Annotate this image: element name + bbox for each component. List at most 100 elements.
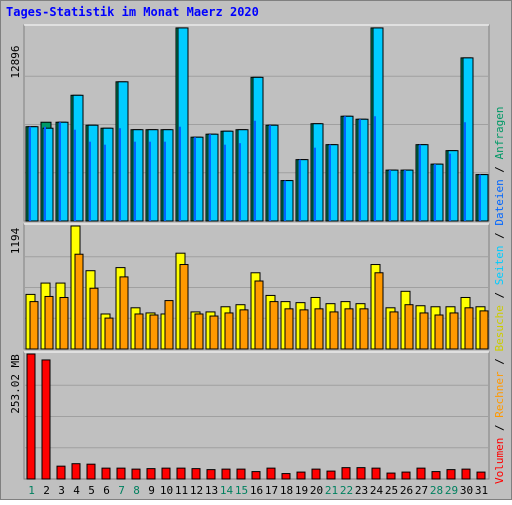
- x-tick-label: 18: [280, 484, 293, 497]
- bar-pages: [147, 129, 159, 222]
- bar-pages: [462, 57, 474, 222]
- x-tick-label: 28: [430, 484, 443, 497]
- bar-volume: [176, 467, 186, 480]
- bar-hosts: [164, 300, 174, 350]
- x-tick-label: 17: [265, 484, 278, 497]
- x-tick-label: 29: [445, 484, 458, 497]
- bar-hosts: [239, 309, 249, 350]
- bar-pages: [297, 159, 309, 222]
- bar-volume: [296, 471, 306, 480]
- legend-entry: Besuche: [493, 305, 506, 351]
- bar-pages: [237, 129, 249, 222]
- bar-hosts: [389, 311, 399, 350]
- bar-volume: [266, 467, 276, 480]
- legend-entry: Volumen: [493, 438, 506, 484]
- x-tick-label: 10: [160, 484, 173, 497]
- x-tick-label: 23: [355, 484, 368, 497]
- bar-pages: [117, 81, 129, 222]
- bar-hosts: [59, 296, 69, 350]
- bar-pages: [252, 76, 264, 222]
- bar-volume: [221, 468, 231, 480]
- x-tick-label: 1: [28, 484, 35, 497]
- bar-volume: [26, 353, 36, 480]
- bar-hosts: [224, 312, 234, 350]
- y-max-label-volume: 253.02 MB: [9, 354, 22, 414]
- legend-separator: /: [493, 418, 506, 438]
- bar-hosts: [284, 308, 294, 350]
- bar-volume: [206, 469, 216, 480]
- x-tick-label: 7: [118, 484, 125, 497]
- bar-volume: [326, 470, 336, 480]
- x-tick-label: 9: [148, 484, 155, 497]
- bar-volume: [356, 467, 366, 480]
- requests-panel: [23, 24, 490, 222]
- legend-separator: /: [493, 159, 506, 179]
- x-tick-label: 24: [370, 484, 384, 497]
- legend-entry: Anfragen: [493, 106, 506, 159]
- x-tick-label: 13: [205, 484, 218, 497]
- bar-volume: [41, 359, 51, 480]
- x-axis-tick-labels: 1 2 3 4 5 6 7 8 9 10 11 12 13 14 15 16 17 18 19 20 21 22 23 24 2…: [28, 484, 488, 497]
- y-max-label-requests: 12896: [9, 45, 22, 78]
- legend-entry: Dateien: [493, 179, 506, 225]
- bar-pages: [447, 150, 459, 222]
- x-tick-label: 25: [385, 484, 398, 497]
- volume-panel-frame: [23, 351, 490, 480]
- bar-pages: [432, 163, 444, 222]
- y-max-label-visits: 1194: [9, 227, 22, 254]
- bar-volume: [461, 468, 471, 480]
- bar-hosts: [344, 308, 354, 350]
- bar-pages: [27, 126, 39, 222]
- bar-pages: [42, 127, 54, 222]
- bar-volume: [311, 468, 321, 480]
- bar-hosts: [404, 304, 414, 350]
- bar-volume: [101, 467, 111, 480]
- bar-hosts: [449, 312, 459, 350]
- x-tick-label: 6: [103, 484, 110, 497]
- bar-volume: [146, 468, 156, 480]
- bar-hosts: [194, 313, 204, 350]
- bar-volume: [386, 472, 396, 480]
- x-tick-label: 27: [415, 484, 428, 497]
- bar-volume: [401, 471, 411, 480]
- legend-separator: /: [493, 352, 506, 372]
- x-tick-label: 20: [310, 484, 323, 497]
- bar-pages: [402, 169, 414, 222]
- x-tick-label: 11: [175, 484, 188, 497]
- bar-hosts: [89, 287, 99, 350]
- chart-title: Tages-Statistik im Monat Maerz 2020: [6, 5, 259, 19]
- bar-hosts: [299, 309, 309, 350]
- bar-volume: [431, 471, 441, 480]
- x-tick-label: 31: [475, 484, 488, 497]
- bar-pages: [327, 144, 339, 222]
- bar-volume: [281, 473, 291, 480]
- x-tick-label: 8: [133, 484, 140, 497]
- x-tick-label: 3: [58, 484, 65, 497]
- bar-volume: [416, 467, 426, 480]
- bar-hosts: [104, 317, 114, 350]
- bar-volume: [191, 468, 201, 480]
- bar-pages: [72, 94, 84, 222]
- x-tick-label: 21: [325, 484, 338, 497]
- bar-pages: [417, 144, 429, 222]
- bar-hosts: [374, 272, 384, 350]
- bar-volume: [161, 467, 171, 480]
- bar-hosts: [209, 315, 219, 350]
- bar-pages: [372, 27, 384, 222]
- bar-hosts: [269, 301, 279, 350]
- x-tick-label: 19: [295, 484, 308, 497]
- bar-hosts: [149, 314, 159, 350]
- bar-volume: [71, 463, 81, 480]
- bar-pages: [87, 124, 99, 222]
- legend-entry: Rechner: [493, 371, 506, 418]
- x-tick-label: 16: [250, 484, 263, 497]
- bar-hosts: [44, 295, 54, 350]
- bar-hosts: [314, 308, 324, 350]
- bar-volume: [446, 469, 456, 480]
- bar-pages: [162, 129, 174, 222]
- legend-entry: Seiten: [493, 246, 506, 286]
- bar-hosts: [179, 264, 189, 350]
- bar-pages: [267, 124, 279, 222]
- bar-hosts: [464, 307, 474, 350]
